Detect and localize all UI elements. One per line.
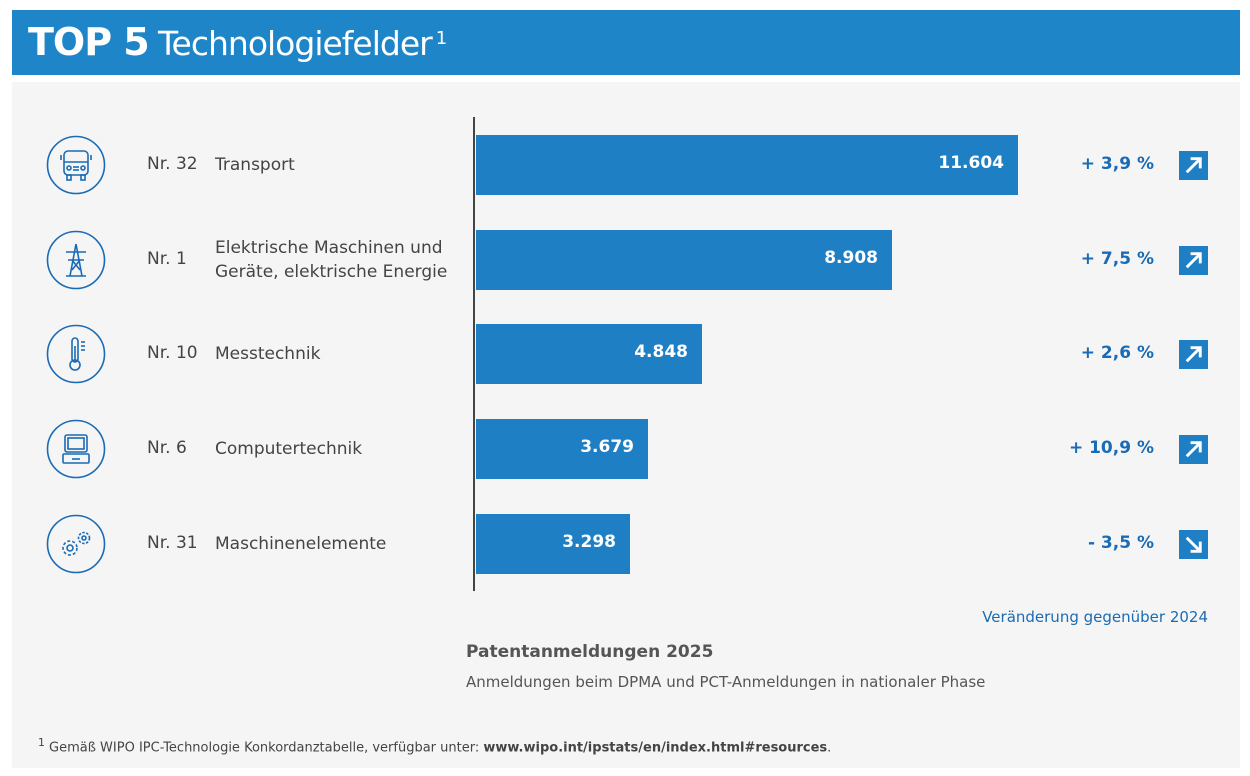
bar-value-label: 3.298 [562,532,616,552]
chart-title: Patentanmeldungen 2025 [466,642,713,662]
category-label: Elektrische Maschinen und Geräte, elektr… [215,236,455,284]
category-label: Transport [215,153,455,177]
rank-label: Nr. 10 [147,343,198,363]
bar: 11.604 [476,135,1018,195]
bar: 8.908 [476,230,892,290]
bar: 3.679 [476,419,648,479]
category-label: Maschinenelemente [215,532,455,556]
rank-label: Nr. 6 [147,438,187,458]
bar-value-label: 11.604 [938,153,1004,173]
chart-axis [473,117,475,591]
bar: 3.298 [476,514,630,574]
arrow-up-right-icon [1179,151,1208,180]
rank-label: Nr. 32 [147,154,198,174]
change-value: - 3,5 % [1088,533,1154,553]
rank-label: Nr. 31 [147,533,198,553]
change-value: + 3,9 % [1081,154,1154,174]
header-top: TOP 5 [28,20,149,64]
footnote: 1 Gemäß WIPO IPC-Technologie Konkordanzt… [38,736,831,755]
arrow-up-right-icon [1179,246,1208,275]
header-title: Technologiefelder1 [158,24,446,63]
bar-value-label: 8.908 [824,248,878,268]
change-label: Veränderung gegenüber 2024 [982,608,1208,626]
change-value: + 2,6 % [1081,343,1154,363]
thermometer-icon [46,324,106,384]
arrow-up-right-icon [1179,435,1208,464]
bar: 4.848 [476,324,702,384]
arrow-up-right-icon [1179,340,1208,369]
bar-value-label: 4.848 [634,342,688,362]
gears-icon [46,514,106,574]
arrow-down-right-icon [1179,530,1208,559]
bar-value-label: 3.679 [580,437,634,457]
computer-icon [46,419,106,479]
change-value: + 7,5 % [1081,249,1154,269]
chart-subtitle: Anmeldungen beim DPMA und PCT-Anmeldunge… [466,673,985,691]
footnote-text: Gemäß WIPO IPC-Technologie Konkordanztab… [49,740,483,755]
header-banner: TOP 5 Technologiefelder1 [12,10,1240,75]
title-text: Technologiefelder [158,24,432,63]
power-pylon-icon [46,230,106,290]
footnote-end: . [827,740,831,755]
change-value: + 10,9 % [1069,438,1154,458]
footnote-link[interactable]: www.wipo.int/ipstats/en/index.html#resou… [483,740,827,755]
footnote-mark: 1 [38,736,45,749]
bus-icon [46,135,106,195]
footnote-mark: 1 [436,28,446,49]
rank-label: Nr. 1 [147,249,187,269]
category-label: Computertechnik [215,437,455,461]
category-label: Messtechnik [215,342,455,366]
